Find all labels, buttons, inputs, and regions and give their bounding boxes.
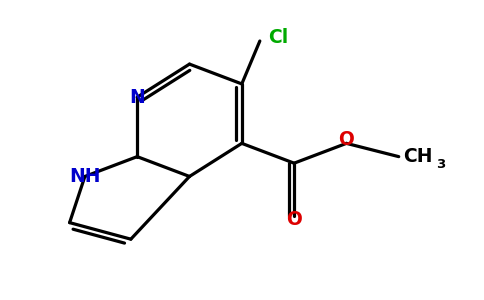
Text: N: N xyxy=(129,88,145,107)
Text: 3: 3 xyxy=(437,158,446,171)
Text: O: O xyxy=(338,130,354,149)
Text: CH: CH xyxy=(403,147,432,166)
Text: NH: NH xyxy=(69,167,101,186)
Text: O: O xyxy=(286,210,302,229)
Text: Cl: Cl xyxy=(268,28,288,46)
